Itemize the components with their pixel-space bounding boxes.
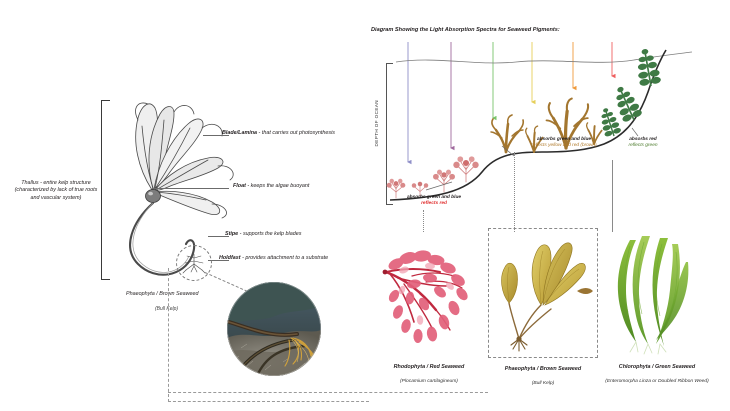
holdfast-term: Holdfast [219, 255, 241, 261]
green-seaweed-illustration [602, 228, 712, 356]
brown-note-line2: reflects yellow and red (brown) [531, 143, 597, 149]
kelp-anatomy-panel: Thallus - entire kelp structure (charact… [14, 96, 369, 402]
green-seaweed-scientific-name: (Enteromorpha Linza or Doubled Ribbon We… [605, 379, 709, 384]
green-note-line2: reflects green [628, 143, 658, 149]
red-algae-cluster [386, 156, 479, 199]
thallus-bracket [101, 100, 110, 280]
green-specimen-connector [612, 160, 613, 232]
red-seaweed-scientific-name: (Plocamium cartilagineum) [400, 379, 458, 384]
red-specimen-connector [423, 210, 424, 232]
spectra-title: Diagram Showing the Light Absorption Spe… [371, 27, 560, 33]
brown-specimen-connector [514, 152, 515, 232]
light-ray-arrows [407, 42, 616, 165]
depth-bracket [386, 63, 393, 205]
water-surface-line [395, 51, 693, 64]
green-seaweed-name: Chlorophyta / Green Seaweed [618, 364, 696, 370]
green-algae-cluster [601, 49, 661, 137]
float-desc: - keeps the algae buoyant [245, 183, 310, 189]
specimen-green-seaweed: Chlorophyta / Green Seaweed (Enteromorph… [602, 228, 712, 386]
holdfast-photograph [227, 282, 321, 376]
specimen-red-seaweed: Rhodophyta / Red Seaweed (Plocamium cart… [374, 228, 484, 386]
stipe-desc: - supports the kelp blades [238, 231, 302, 237]
float-term: Float [233, 183, 246, 189]
brown-note-line1: absorbs green and blue [536, 137, 592, 142]
light-absorption-panel: Diagram Showing the Light Absorption Spe… [168, 0, 730, 411]
seabed-line [389, 49, 667, 201]
red-seaweed-illustration [374, 228, 484, 356]
blade-leader-line [203, 135, 229, 136]
red-seaweed-name: Rhodophyta / Red Seaweed [393, 364, 465, 370]
green-algae-note: absorbs red reflects green [606, 137, 680, 150]
stipe-term: Stipe [225, 231, 239, 237]
thallus-label: Thallus - entire kelp structure (charact… [14, 180, 98, 201]
brown-algae-note: absorbs green and blue reflects yellow a… [506, 137, 622, 150]
float-leader-line [152, 188, 229, 189]
blade-lamina-label: Blade/Lamina - that carries out photosyn… [222, 130, 335, 137]
stipe-label: Stipe - supports the kelp blades [225, 231, 301, 238]
bull-kelp-illustration [108, 96, 250, 286]
left-dashed-enclosure [168, 268, 369, 402]
green-note-line1: absorbs red [629, 137, 657, 142]
bottom-dashed-rule [168, 392, 488, 393]
holdfast-leader-line [208, 260, 229, 261]
stipe-leader-line [208, 236, 229, 237]
holdfast-magnifier-circle [176, 245, 212, 281]
blade-lamina-term: Blade/Lamina [222, 130, 258, 136]
brown-seaweed-name: Phaeophyta / Brown Seaweed [504, 366, 582, 372]
specimen-brown-seaweed: Phaeophyta / Brown Seaweed (Bull Kelp) [488, 228, 598, 388]
brown-seaweed-scientific-name: (Bull Kelp) [531, 381, 555, 386]
red-note-line2: reflects red [421, 201, 447, 207]
red-note-line1: absorbs green and blue [406, 195, 462, 200]
left-species-common-name: (Bull Kelp) [155, 306, 179, 312]
red-algae-note: absorbs green and blue reflects red [386, 195, 482, 208]
holdfast-desc: - provides attachment to a substrate [240, 255, 329, 261]
float-label: Float - keeps the algae buoyant [233, 183, 309, 190]
brown-kelp-illustration [488, 228, 598, 358]
blade-lamina-desc: - that carries out photosynthesis [257, 130, 335, 136]
left-species-label: Phaeophyta / Brown Seaweed [126, 291, 199, 297]
holdfast-label: Holdfast - provides attachment to a subs… [219, 255, 328, 262]
